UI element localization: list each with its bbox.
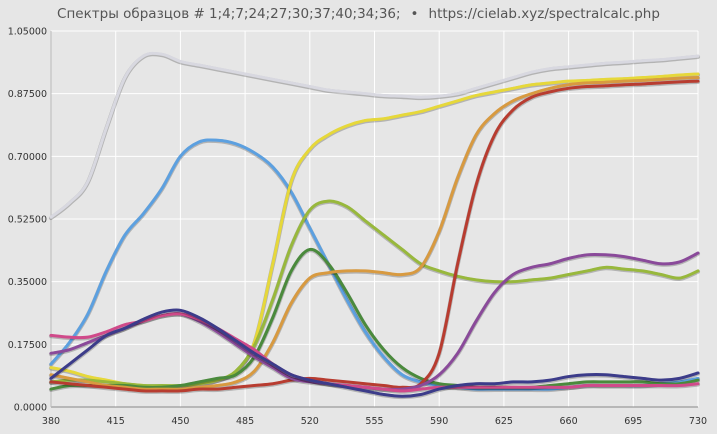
x-tick-label: 555 [365, 416, 383, 427]
series-line-9[interactable] [48, 312, 701, 394]
y-tick-label: 1.05000 [8, 27, 47, 38]
y-tick-label: 0.87500 [8, 89, 47, 100]
y-tick-label: 0.17500 [8, 340, 47, 351]
series-group [48, 51, 701, 400]
x-tick-label: 450 [171, 416, 189, 427]
chart-title: Спектры образцов # 1;4;7;24;27;30;37;40;… [57, 6, 401, 22]
series-line-1[interactable] [48, 51, 701, 221]
series-line-7[interactable] [48, 79, 701, 394]
axes: 0.0000 0.17500 0.35000 0.52500 0.70000 0.8750… [8, 27, 707, 428]
x-tick-label: 660 [560, 416, 578, 427]
series-line-stroke [49, 312, 700, 393]
series-line-stroke [49, 51, 700, 219]
x-tick-label: 415 [107, 416, 125, 427]
y-tick-label: 0.35000 [8, 277, 47, 288]
series-line-10[interactable] [48, 308, 701, 400]
x-tick-label: 380 [42, 416, 60, 427]
x-tick-label: 730 [689, 416, 707, 427]
x-tick-label: 590 [430, 416, 448, 427]
series-line-stroke [49, 79, 700, 393]
chart-subtitle-link[interactable]: https://cielab.xyz/spectralcalc.php [428, 6, 660, 22]
x-tick-label: 485 [236, 416, 254, 427]
y-tick-label: 0.0000 [14, 403, 47, 414]
series-line-stroke [49, 247, 700, 391]
y-tick-label: 0.52500 [8, 215, 47, 226]
title-separator: • [410, 6, 419, 22]
x-tick-label: 625 [495, 416, 513, 427]
x-tick-label: 520 [301, 416, 319, 427]
y-tick-label: 0.70000 [8, 152, 47, 163]
chart-title-bar: Спектры образцов # 1;4;7;24;27;30;37;40;… [0, 6, 717, 22]
series-line-stroke [49, 308, 700, 398]
x-tick-label: 695 [624, 416, 642, 427]
series-line-stroke [49, 76, 700, 391]
series-line-stroke [49, 199, 700, 388]
